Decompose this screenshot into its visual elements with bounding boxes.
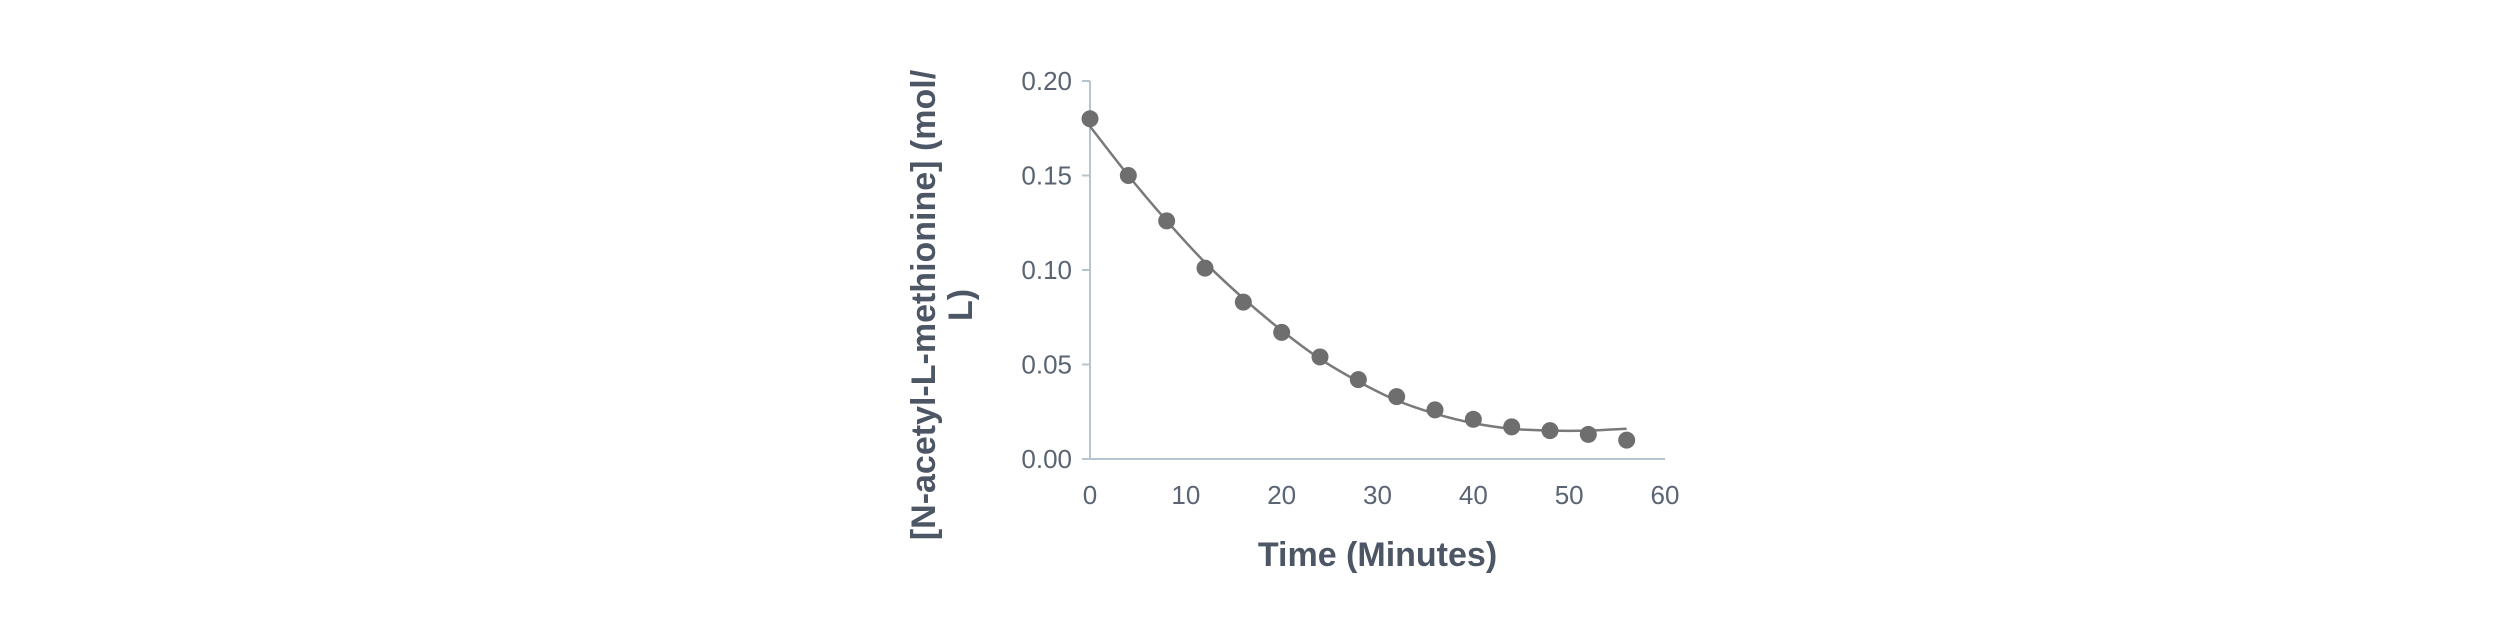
x-tick-label: 50 xyxy=(1555,480,1584,510)
x-tick-label: 60 xyxy=(1651,480,1680,510)
data-point xyxy=(1081,110,1099,128)
data-point xyxy=(1541,422,1559,440)
data-point xyxy=(1426,401,1444,419)
x-tick-label: 40 xyxy=(1459,480,1488,510)
y-axis-ticks: 0.00 0.05 0.10 0.15 0.20 xyxy=(1021,66,1090,474)
y-axis-title-line-1: [N-acetyl-L-methionine] (mol/ xyxy=(905,69,943,540)
data-point xyxy=(1349,371,1367,389)
data-point xyxy=(1158,212,1176,230)
x-tick-label: 0 xyxy=(1083,480,1097,510)
data-point xyxy=(1311,348,1329,366)
data-point xyxy=(1464,410,1482,428)
data-point xyxy=(1618,431,1636,449)
data-point xyxy=(1234,293,1252,311)
y-tick-label: 0.05 xyxy=(1021,350,1072,380)
data-point xyxy=(1388,388,1406,406)
y-tick-label: 0.10 xyxy=(1021,255,1072,285)
x-axis-ticks: 0 10 20 30 40 50 60 xyxy=(1083,480,1680,510)
y-tick-label: 0.15 xyxy=(1021,161,1072,191)
x-tick-label: 20 xyxy=(1267,480,1296,510)
y-tick-label: 0.20 xyxy=(1021,66,1072,96)
x-axis-title: Time (Minutes) xyxy=(1258,536,1497,574)
data-point xyxy=(1119,167,1137,184)
data-point xyxy=(1503,418,1521,436)
data-point xyxy=(1196,259,1214,277)
x-tick-label: 30 xyxy=(1363,480,1392,510)
data-point xyxy=(1579,425,1597,443)
data-points xyxy=(1081,110,1636,449)
y-axis-title-line-2: L) xyxy=(942,289,980,321)
x-tick-label: 10 xyxy=(1171,480,1200,510)
data-point xyxy=(1273,323,1291,341)
y-axis-title: [N-acetyl-L-methionine] (mol/ L) xyxy=(905,69,980,540)
y-tick-label: 0.00 xyxy=(1021,444,1072,474)
